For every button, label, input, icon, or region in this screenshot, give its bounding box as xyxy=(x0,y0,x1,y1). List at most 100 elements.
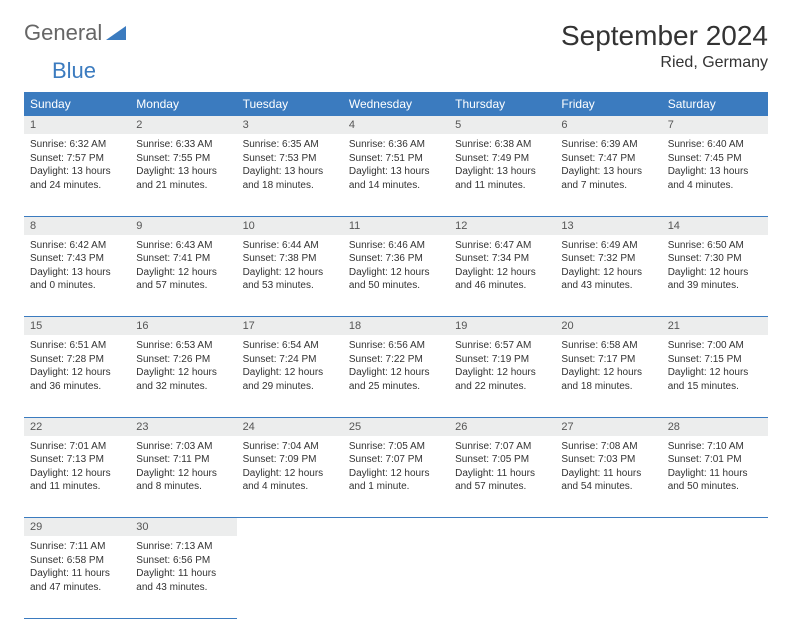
day-cell: Sunrise: 6:50 AMSunset: 7:30 PMDaylight:… xyxy=(662,235,768,317)
sunrise-text: Sunrise: 7:00 AM xyxy=(668,339,762,353)
day-number: 3 xyxy=(237,116,343,134)
day-number: 8 xyxy=(24,216,130,235)
sunrise-text: Sunrise: 6:50 AM xyxy=(668,239,762,253)
day-number: 26 xyxy=(449,417,555,436)
sunset-text: Sunset: 7:07 PM xyxy=(349,453,443,467)
day-content-row: Sunrise: 6:51 AMSunset: 7:28 PM Daylight:… xyxy=(24,335,768,417)
day-cell xyxy=(343,536,449,618)
daylight-text2: and 46 minutes. xyxy=(455,279,549,293)
day-cell: Sunrise: 6:38 AMSunset: 7:49 PMDaylight:… xyxy=(449,134,555,216)
day-cell xyxy=(449,536,555,618)
sunrise-text: Sunrise: 6:51 AM xyxy=(30,339,124,353)
day-number: 28 xyxy=(662,417,768,436)
sunset-text: Sunset: 7:24 PM xyxy=(243,353,337,367)
daylight-text: Daylight: 11 hours xyxy=(30,567,124,581)
day-number: 2 xyxy=(130,116,236,134)
sunrise-text: Sunrise: 6:42 AM xyxy=(30,239,124,253)
daylight-text: Daylight: 13 hours xyxy=(30,165,124,179)
logo-triangle-icon xyxy=(106,24,126,43)
sunset-text: Sunset: 7:57 PM xyxy=(30,152,124,166)
sunrise-text: Sunrise: 6:54 AM xyxy=(243,339,337,353)
day-number: 12 xyxy=(449,216,555,235)
daylight-text2: and 11 minutes. xyxy=(455,179,549,193)
day-number: 30 xyxy=(130,518,236,537)
sunrise-text: Sunrise: 7:11 AM xyxy=(30,540,124,554)
daylight-text2: and 25 minutes. xyxy=(349,380,443,394)
day-cell: Sunrise: 7:11 AMSunset: 6:58 PMDaylight:… xyxy=(24,536,130,618)
daylight-text2: and 54 minutes. xyxy=(561,480,655,494)
sunset-text: Sunset: 7:38 PM xyxy=(243,252,337,266)
day-number: 27 xyxy=(555,417,661,436)
day-number xyxy=(237,518,343,537)
daylight-text: Daylight: 13 hours xyxy=(455,165,549,179)
daylight-text: Daylight: 12 hours xyxy=(561,366,655,380)
daylight-text2: and 21 minutes. xyxy=(136,179,230,193)
day-number: 9 xyxy=(130,216,236,235)
day-number xyxy=(662,518,768,537)
daylight-text: Daylight: 12 hours xyxy=(349,467,443,481)
daylight-text2: and 15 minutes. xyxy=(668,380,762,394)
day-cell: Sunrise: 6:58 AMSunset: 7:17 PMDaylight:… xyxy=(555,335,661,417)
sunset-text: Sunset: 7:51 PM xyxy=(349,152,443,166)
day-cell: Sunrise: 6:35 AMSunset: 7:53 PMDaylight:… xyxy=(237,134,343,216)
day-number-row: 2930 xyxy=(24,518,768,537)
day-cell: Sunrise: 7:04 AMSunset: 7:09 PMDaylight:… xyxy=(237,436,343,518)
sunset-text: Sunset: 7:01 PM xyxy=(668,453,762,467)
sunset-text: Sunset: 7:28 PM xyxy=(30,353,124,367)
day-cell: Sunrise: 6:32 AMSunset: 7:57 PMDaylight:… xyxy=(24,134,130,216)
daylight-text2: and 36 minutes. xyxy=(30,380,124,394)
daylight-text2: and 4 minutes. xyxy=(668,179,762,193)
day-cell: Sunrise: 6:39 AMSunset: 7:47 PMDaylight:… xyxy=(555,134,661,216)
day-cell: Sunrise: 7:13 AMSunset: 6:56 PMDaylight:… xyxy=(130,536,236,618)
daylight-text2: and 18 minutes. xyxy=(561,380,655,394)
sunrise-text: Sunrise: 6:47 AM xyxy=(455,239,549,253)
sunrise-text: Sunrise: 7:03 AM xyxy=(136,440,230,454)
daylight-text2: and 47 minutes. xyxy=(30,581,124,595)
sunrise-text: Sunrise: 6:38 AM xyxy=(455,138,549,152)
day-cell: Sunrise: 6:56 AMSunset: 7:22 PMDaylight:… xyxy=(343,335,449,417)
sunset-text: Sunset: 7:11 PM xyxy=(136,453,230,467)
weekday-header: Friday xyxy=(555,92,661,116)
sunrise-text: Sunrise: 7:05 AM xyxy=(349,440,443,454)
sunset-text: Sunset: 7:09 PM xyxy=(243,453,337,467)
daylight-text: Daylight: 12 hours xyxy=(243,467,337,481)
sunrise-text: Sunrise: 6:46 AM xyxy=(349,239,443,253)
daylight-text: Daylight: 12 hours xyxy=(455,366,549,380)
day-cell: Sunrise: 6:40 AMSunset: 7:45 PMDaylight:… xyxy=(662,134,768,216)
daylight-text: Daylight: 12 hours xyxy=(349,266,443,280)
sunset-text: Sunset: 7:36 PM xyxy=(349,252,443,266)
day-number: 7 xyxy=(662,116,768,134)
month-title: September 2024 xyxy=(561,20,768,52)
daylight-text2: and 50 minutes. xyxy=(349,279,443,293)
day-cell xyxy=(555,536,661,618)
sunset-text: Sunset: 7:55 PM xyxy=(136,152,230,166)
sunrise-text: Sunrise: 6:53 AM xyxy=(136,339,230,353)
sunset-text: Sunset: 7:41 PM xyxy=(136,252,230,266)
day-cell xyxy=(237,536,343,618)
daylight-text2: and 32 minutes. xyxy=(136,380,230,394)
daylight-text: Daylight: 12 hours xyxy=(243,266,337,280)
sunset-text: Sunset: 7:34 PM xyxy=(455,252,549,266)
sunrise-text: Sunrise: 7:08 AM xyxy=(561,440,655,454)
sunrise-text: Sunrise: 6:36 AM xyxy=(349,138,443,152)
daylight-text: Daylight: 11 hours xyxy=(136,567,230,581)
logo-text-general: General xyxy=(24,20,102,46)
day-number: 4 xyxy=(343,116,449,134)
sunset-text: Sunset: 7:43 PM xyxy=(30,252,124,266)
day-cell: Sunrise: 6:51 AMSunset: 7:28 PMDaylight:… xyxy=(24,335,130,417)
daylight-text: Daylight: 12 hours xyxy=(455,266,549,280)
sunrise-text: Sunrise: 6:44 AM xyxy=(243,239,337,253)
daylight-text: Daylight: 13 hours xyxy=(30,266,124,280)
daylight-text: Daylight: 11 hours xyxy=(668,467,762,481)
calendar-table: Sunday Monday Tuesday Wednesday Thursday… xyxy=(24,92,768,619)
daylight-text2: and 22 minutes. xyxy=(455,380,549,394)
sunset-text: Sunset: 7:13 PM xyxy=(30,453,124,467)
day-number-row: 22232425262728 xyxy=(24,417,768,436)
day-number: 11 xyxy=(343,216,449,235)
daylight-text2: and 53 minutes. xyxy=(243,279,337,293)
daylight-text2: and 43 minutes. xyxy=(136,581,230,595)
daylight-text: Daylight: 12 hours xyxy=(136,266,230,280)
day-content-row: Sunrise: 7:11 AMSunset: 6:58 PMDaylight:… xyxy=(24,536,768,618)
logo-text-blue: Blue xyxy=(52,58,96,83)
day-cell: Sunrise: 6:46 AMSunset: 7:36 PMDaylight:… xyxy=(343,235,449,317)
